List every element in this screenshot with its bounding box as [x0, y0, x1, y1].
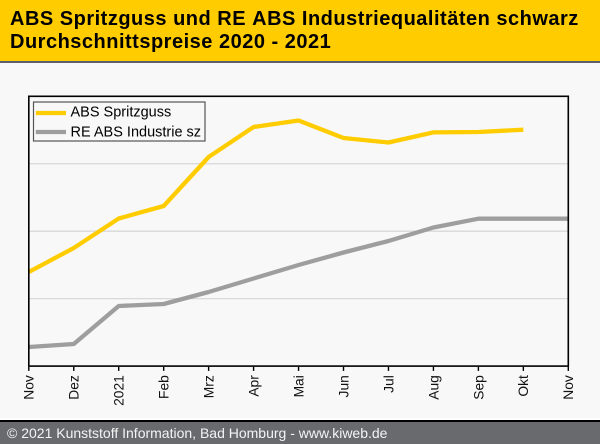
svg-text:Nov: Nov: [561, 375, 576, 400]
svg-text:Apr: Apr: [246, 375, 261, 397]
svg-text:Jun: Jun: [336, 375, 351, 397]
svg-text:Okt: Okt: [516, 375, 531, 397]
svg-text:Aug: Aug: [426, 375, 441, 400]
svg-text:Dez: Dez: [67, 375, 82, 400]
svg-text:RE ABS Industrie sz: RE ABS Industrie sz: [71, 124, 202, 140]
svg-text:ABS Spritzguss: ABS Spritzguss: [71, 105, 172, 121]
svg-text:Mai: Mai: [291, 375, 306, 397]
svg-text:Mrz: Mrz: [202, 375, 217, 398]
svg-text:Sep: Sep: [471, 375, 486, 400]
svg-text:2021: 2021: [112, 375, 127, 406]
svg-text:Feb: Feb: [157, 375, 172, 399]
svg-text:Jul: Jul: [381, 375, 396, 393]
svg-text:Nov: Nov: [22, 375, 37, 400]
